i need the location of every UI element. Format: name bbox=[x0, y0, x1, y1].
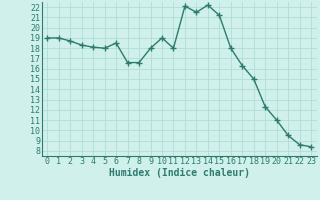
X-axis label: Humidex (Indice chaleur): Humidex (Indice chaleur) bbox=[109, 168, 250, 178]
